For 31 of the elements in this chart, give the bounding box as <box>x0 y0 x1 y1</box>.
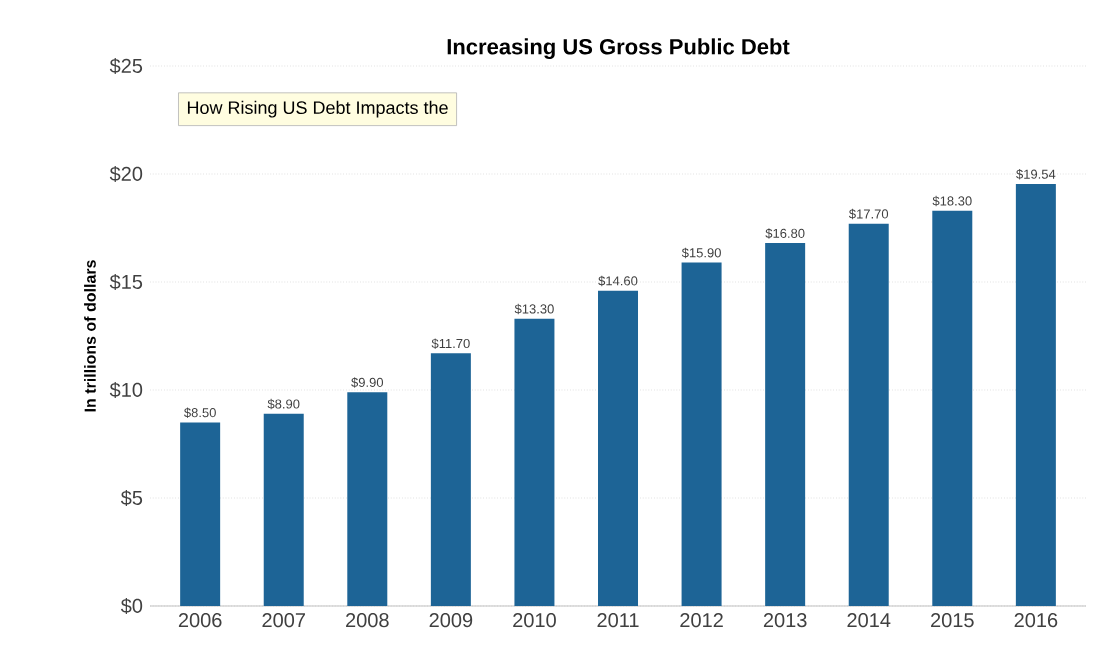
bar <box>263 413 304 606</box>
bar <box>932 210 973 606</box>
bar <box>598 290 639 606</box>
y-tick-label: $15 <box>109 273 143 291</box>
x-tick-label: 2010 <box>513 613 556 628</box>
x-tick-label: 2007 <box>262 613 305 628</box>
annotation: How Rising US Debt Impacts the <box>187 100 448 118</box>
x-tick-label: 2006 <box>178 613 222 628</box>
bar <box>180 422 221 606</box>
x-tick-label: 2008 <box>346 613 389 628</box>
bar <box>430 353 471 606</box>
y-tick-label: $20 <box>109 165 143 183</box>
bar <box>347 392 388 606</box>
y-tick-label: $5 <box>120 489 143 507</box>
y-tick-label: $10 <box>109 381 143 399</box>
x-tick-label: 2009 <box>429 613 473 628</box>
bar <box>765 243 806 606</box>
x-tick-label: 2012 <box>680 613 723 628</box>
y-tick-label: $0 <box>120 597 143 615</box>
x-tick-label: 2011 <box>597 613 639 628</box>
x-tick-label: 2016 <box>1014 613 1058 628</box>
bar <box>848 223 889 606</box>
bar <box>514 318 555 606</box>
x-tick-label: 2014 <box>847 613 891 628</box>
bar <box>681 262 722 606</box>
x-tick-label: 2013 <box>763 613 807 628</box>
bar <box>1015 183 1056 606</box>
y-tick-label: $25 <box>109 57 143 75</box>
y-axis-title: In trillions of dollars <box>84 260 96 412</box>
x-tick-label: 2015 <box>931 613 974 628</box>
chart-title: Increasing US Gross Public Debt <box>447 38 790 59</box>
